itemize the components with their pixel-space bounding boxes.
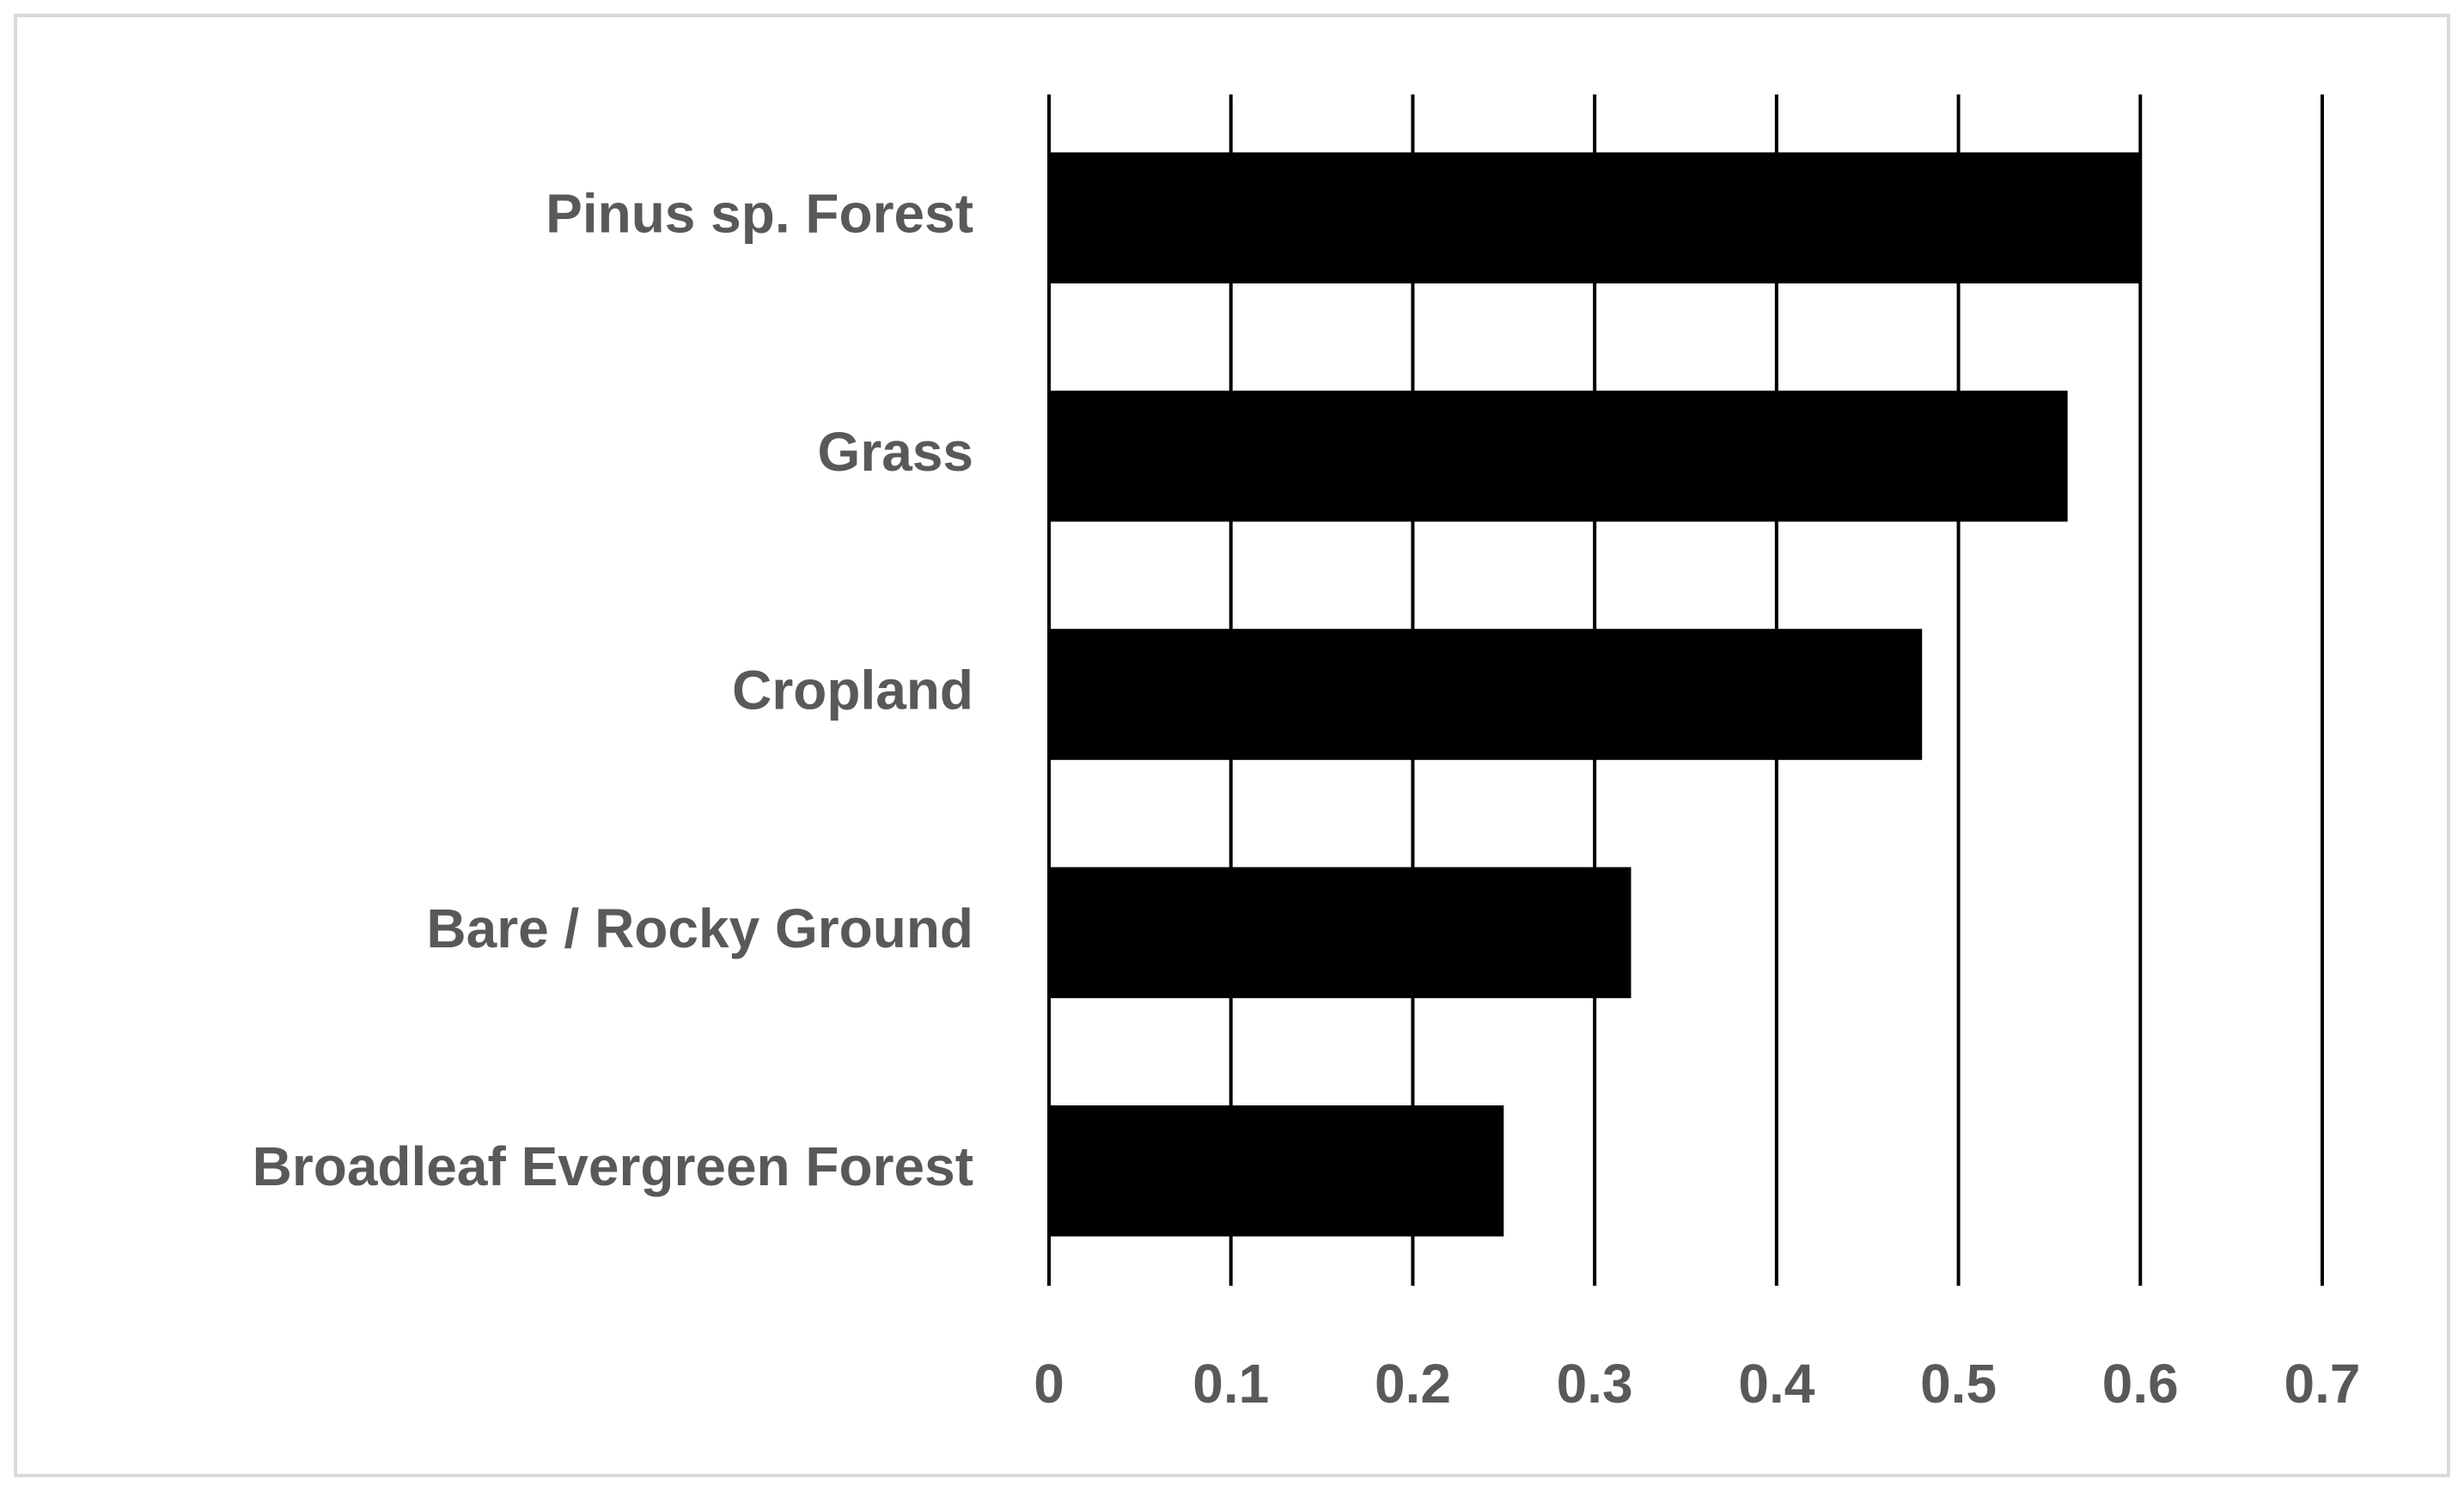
x-tick-label: 0 [1034,1353,1064,1415]
bar [1049,1105,1504,1237]
y-tick-label: Pinus sp. Forest [546,183,973,245]
y-tick-label: Cropland [732,659,973,721]
x-tick-label: 0.3 [1557,1353,1633,1415]
x-tick-label: 0.7 [2284,1353,2361,1415]
x-tick-label: 0.1 [1192,1353,1269,1415]
x-tick-label: 0.5 [1920,1353,1997,1415]
x-tick-label: 0.6 [2102,1353,2179,1415]
y-tick-label: Bare / Rocky Ground [426,898,973,959]
x-tick-label: 0.4 [1738,1353,1814,1415]
bar [1049,867,1631,999]
y-tick-label: Broadleaf Evergreen Forest [253,1135,973,1197]
y-tick-label: Grass [818,421,973,483]
bar [1049,629,1923,760]
bar [1049,390,2068,522]
bar [1049,152,2141,283]
x-tick-label: 0.2 [1375,1353,1451,1415]
